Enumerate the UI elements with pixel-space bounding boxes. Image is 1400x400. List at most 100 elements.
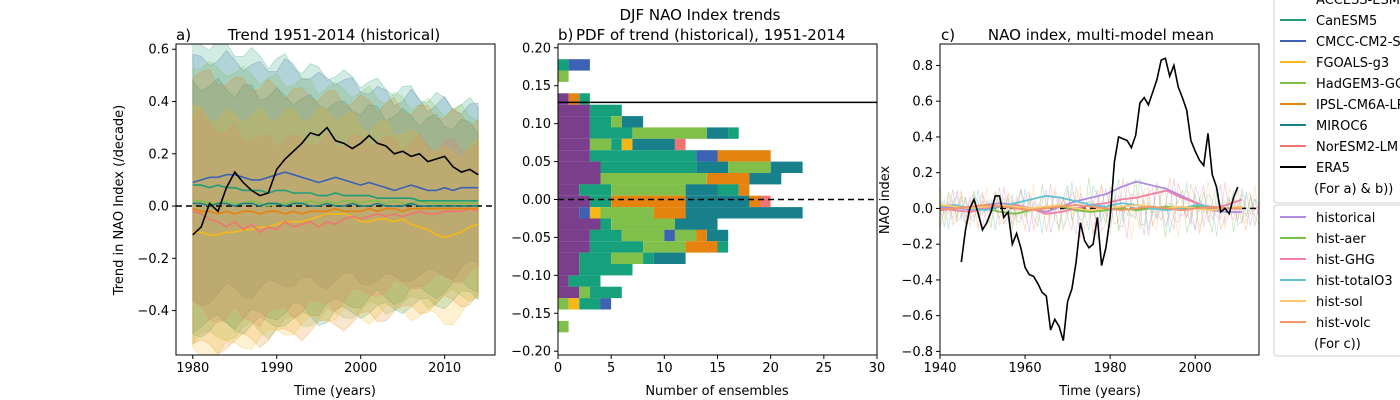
histogram-bar	[611, 184, 686, 196]
panel-a-ytick-label: 0.0	[148, 200, 169, 215]
panel-c-ytick-label: −0.6	[901, 309, 933, 324]
panel-a-ytick-label: 0.2	[148, 147, 169, 162]
panel-c-ytick-label: 0.4	[912, 130, 933, 145]
histogram-bar	[717, 184, 739, 196]
histogram-bar	[558, 138, 590, 151]
panel-c-ytick-label: −0.2	[901, 238, 933, 253]
panel-b-ytick-label: 0.05	[522, 155, 551, 170]
histogram-bar	[558, 298, 569, 310]
panel-b-xtick-label: 10	[656, 361, 673, 376]
histogram-bar	[579, 286, 590, 299]
panel-a-ytick-label: 0.4	[148, 95, 169, 110]
histogram-bar	[558, 195, 590, 208]
panel-a-xtick-label: 1990	[260, 361, 293, 376]
panel-c-xtick-label: 1980	[1094, 361, 1127, 376]
histogram-bar	[611, 138, 622, 151]
histogram-bar	[589, 207, 601, 219]
legend-label: hist-aer	[1316, 232, 1366, 247]
histogram-bar	[558, 229, 590, 242]
panel-b-ytick-label: 0.15	[522, 79, 551, 94]
panel-c-xtick-label: 1960	[1009, 361, 1042, 376]
legend-label: hist-totalO3	[1316, 274, 1393, 289]
panel-a-xtick-label: 2000	[344, 361, 377, 376]
panel-c-xtick-label: 1940	[923, 361, 956, 376]
legend-label: hist-volc	[1316, 316, 1370, 331]
panel-b-title: PDF of trend (historical), 1951-2014	[576, 26, 845, 44]
histogram-bar	[717, 150, 771, 162]
series-line-IPSL-CM6A-LR	[192, 207, 479, 215]
series-line-CMCC-CM2-SR5	[192, 171, 479, 192]
panel-c-ytick-label: −0.8	[901, 345, 933, 360]
panel-b-xtick-label: 0	[554, 361, 562, 376]
histogram-bar	[611, 252, 644, 264]
histogram-bar	[558, 70, 569, 82]
histogram-bar	[706, 173, 750, 185]
legend-label: ERA5	[1316, 161, 1350, 176]
panel-c-ytick-label: −0.4	[901, 273, 933, 288]
histogram-bar	[568, 93, 580, 105]
legend-experiments: historical hist-aer hist-GHG hist-totalO3 hi…	[1273, 204, 1400, 357]
era5-line	[960, 57, 1239, 341]
histogram-bar	[558, 161, 601, 173]
panel-b-xtick-label: 5	[607, 361, 615, 376]
experiment-mean-line	[940, 194, 1242, 212]
panel-a-ytick-label: −0.2	[137, 252, 169, 267]
histogram-bar	[728, 161, 771, 173]
panel-a-letter: a)	[176, 26, 191, 44]
histogram-bar	[568, 298, 580, 310]
histogram-bar	[611, 116, 622, 128]
histogram-bar	[558, 275, 569, 287]
histogram-bar	[558, 252, 580, 264]
legend-label: CanESM5	[1316, 14, 1377, 29]
histogram-bar	[558, 59, 569, 71]
histogram-bar	[706, 127, 729, 139]
histogram-bar	[632, 138, 675, 151]
panel-c-xlabel: Time (years)	[1058, 384, 1141, 399]
histogram-bar	[643, 252, 654, 264]
legend-label: MIROC6	[1316, 119, 1368, 134]
histogram-bar	[643, 241, 686, 253]
series-line-MIROC6	[192, 202, 479, 207]
histogram-bar	[579, 252, 612, 264]
histogram-bar	[685, 184, 718, 196]
panel-c-nao-timeseries: 1940 1960 1980 2000 −0.8 −0.6 −0.4 −0.2 0.0 0.2 0.…	[878, 26, 1260, 399]
histogram-bar	[579, 264, 633, 276]
spread-band-NorESM2-LM	[192, 109, 479, 328]
histogram-bar	[589, 150, 697, 162]
panel-c-ytick-label: 0.6	[912, 95, 933, 110]
histogram-bar	[589, 195, 612, 208]
histogram-bar	[579, 184, 612, 196]
ensemble-noise-line	[940, 181, 1259, 240]
histogram-bar	[728, 127, 739, 139]
histogram-bar	[600, 161, 697, 173]
panel-c-title: NAO index, multi-model mean	[988, 26, 1214, 44]
panel-b-ytick-label: 0.00	[522, 193, 551, 208]
panel-c-ytick-label: 0.0	[912, 202, 933, 217]
histogram-bar	[558, 127, 590, 139]
panel-a-xtick-label: 1980	[176, 361, 209, 376]
panel-a-frame	[175, 43, 496, 356]
histogram-bar	[675, 229, 697, 242]
legend-note: (For c))	[1314, 337, 1361, 352]
histogram-bar	[589, 138, 612, 151]
histogram-bar	[685, 241, 718, 253]
histogram-bar	[696, 229, 707, 242]
legend-label: FGOALS-g3	[1316, 56, 1389, 71]
panel-c-ylabel: NAO index	[878, 166, 893, 235]
panel-b-trend-histogram: 0 5 10 15 20 25 30 −0.20 −0.15 −0.10 −0.05 0.00 0.05…	[511, 26, 885, 399]
histogram-bar	[558, 116, 590, 128]
series-line-ERA5	[192, 126, 479, 236]
legend-label: hist-sol	[1316, 295, 1363, 310]
panel-b-xtick-label: 20	[762, 361, 779, 376]
histogram-bar	[675, 138, 686, 151]
series-line-FGOALS-g3	[192, 213, 479, 239]
panel-c-xtick-label: 2000	[1179, 361, 1212, 376]
histogram-bar	[600, 298, 612, 310]
figure-suptitle: DJF NAO Index trends	[619, 6, 780, 24]
panel-b-xtick-label: 25	[816, 361, 833, 376]
histogram-bar	[632, 127, 707, 139]
legend-label: hist-GHG	[1316, 253, 1375, 268]
histogram-bar	[600, 207, 654, 219]
legend-label: NorESM2-LM	[1316, 140, 1398, 155]
